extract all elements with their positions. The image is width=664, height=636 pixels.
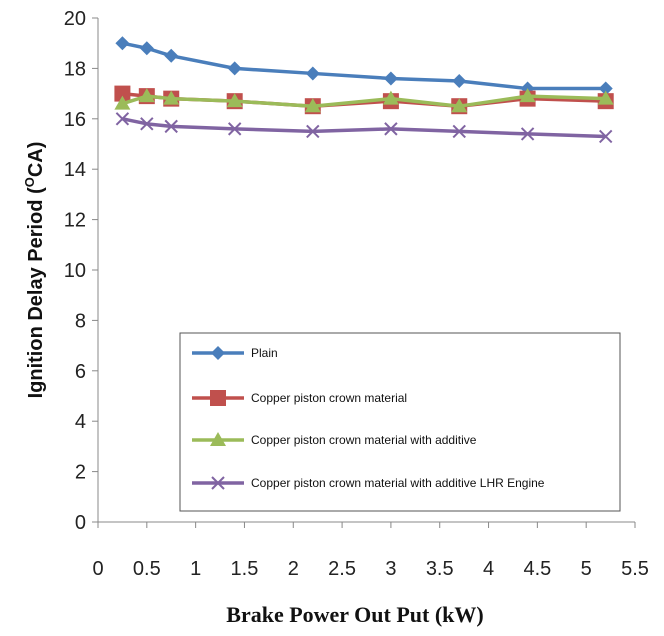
x-tick-label: 1.5 (231, 558, 259, 580)
data-point (114, 85, 131, 102)
x-tick-label: 2.5 (328, 558, 356, 580)
data-point (115, 36, 130, 51)
legend-swatch-marker (211, 346, 225, 360)
data-point (139, 41, 154, 56)
data-point (305, 66, 320, 81)
y-tick-label: 4 (75, 411, 86, 433)
data-point (164, 48, 179, 63)
y-tick-label: 6 (75, 361, 86, 383)
series-1 (115, 36, 613, 96)
legend-label: Copper piston crown material with additi… (251, 433, 477, 447)
y-tick-label: 0 (75, 512, 86, 534)
legend-label: Copper piston crown material (251, 391, 407, 405)
data-point (138, 88, 155, 103)
legend-item: Plain (192, 346, 278, 360)
legend-swatch-marker (210, 432, 226, 446)
y-tick-label: 2 (75, 462, 86, 484)
y-tick-label: 14 (64, 159, 86, 181)
legend-item: Copper piston crown material with additi… (192, 476, 545, 490)
legend-item: Copper piston crown material with additi… (192, 432, 477, 447)
x-tick-label: 0 (92, 558, 103, 580)
y-tick-label: 10 (64, 260, 86, 282)
x-tick-label: 1 (190, 558, 201, 580)
data-point (164, 119, 178, 134)
data-point (452, 124, 466, 139)
series-4 (115, 112, 613, 144)
x-tick-label: 3 (385, 558, 396, 580)
legend-label: Plain (251, 346, 278, 360)
x-tick-label: 5 (581, 558, 592, 580)
data-point (597, 90, 614, 105)
y-tick-label: 18 (64, 58, 86, 80)
data-point (598, 81, 613, 96)
data-point (382, 90, 399, 105)
data-point (599, 129, 613, 144)
data-point (140, 117, 154, 131)
data-point (451, 98, 468, 113)
x-tick-label: 3.5 (426, 558, 454, 580)
data-point (452, 74, 467, 88)
data-point (520, 127, 535, 141)
data-point (306, 124, 320, 139)
legend-item: Copper piston crown material (192, 390, 407, 406)
data-point (304, 98, 321, 113)
x-tick-label: 2 (288, 558, 299, 580)
x-tick-label: 0.5 (133, 558, 161, 580)
data-point (519, 88, 536, 103)
legend: Plain Copper piston crown material Copper … (179, 332, 621, 512)
data-point (163, 90, 180, 105)
legend-label: Copper piston crown material with additi… (251, 476, 545, 490)
axes: 0 2 4 6 8 10 12 14 16 18 20 0 0.5 1 1.5 2 2.5 3 3.5 4 4.5 5 5.… (64, 8, 649, 580)
y-tick-label: 16 (64, 109, 86, 131)
data-point (227, 122, 242, 136)
x-tick-label: 4.5 (523, 558, 551, 580)
x-tick-label: 5.5 (621, 558, 649, 580)
y-tick-label: 12 (64, 210, 86, 232)
data-point (115, 112, 130, 126)
data-point (227, 61, 242, 76)
data-point (114, 95, 131, 110)
legend-swatch-marker (210, 390, 226, 406)
y-tick-label: 20 (64, 8, 86, 30)
series-line (122, 41, 606, 91)
data-point (226, 93, 243, 108)
x-tick-label: 4 (483, 558, 494, 580)
series-3 (114, 88, 614, 113)
series-layer (114, 36, 614, 144)
data-point (383, 71, 398, 86)
data-point (384, 122, 398, 136)
legend-box (179, 332, 621, 512)
y-axis-title: Ignition Delay Period (OCA) (22, 142, 47, 399)
x-axis-title: Brake Power Out Put (kW) (226, 602, 483, 627)
legend-swatch-marker (211, 476, 225, 490)
y-tick-label: 8 (75, 310, 86, 332)
